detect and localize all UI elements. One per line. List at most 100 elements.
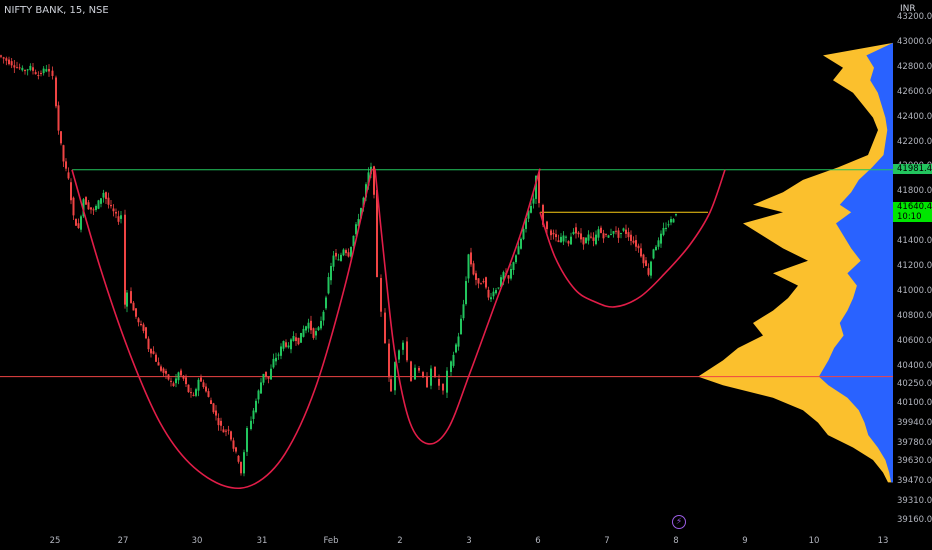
candle bbox=[582, 237, 585, 245]
candle bbox=[557, 240, 560, 243]
candle bbox=[515, 255, 517, 263]
candle bbox=[307, 322, 310, 329]
candle bbox=[332, 255, 335, 267]
candle bbox=[252, 410, 255, 419]
candle bbox=[8, 59, 10, 65]
candle bbox=[80, 216, 82, 230]
candle bbox=[227, 429, 230, 431]
candle bbox=[485, 277, 487, 288]
candle bbox=[657, 240, 660, 247]
price-axis-label: 40600.00 bbox=[897, 335, 932, 346]
candle bbox=[587, 234, 590, 241]
candle bbox=[430, 368, 432, 386]
candle bbox=[37, 75, 40, 77]
candle bbox=[200, 377, 202, 382]
candle bbox=[292, 336, 295, 342]
candle bbox=[418, 367, 420, 371]
candle bbox=[572, 231, 575, 234]
candles bbox=[0, 54, 677, 477]
candle bbox=[102, 192, 105, 198]
candle bbox=[120, 215, 122, 219]
candle bbox=[650, 261, 652, 276]
time-axis-label: 31 bbox=[256, 536, 268, 546]
candle bbox=[552, 232, 555, 235]
price-axis-label: 40100.00 bbox=[897, 397, 932, 408]
price-axis-label: 39780.00 bbox=[897, 437, 932, 448]
time-axis-label: 10 bbox=[808, 536, 820, 546]
candle bbox=[246, 428, 248, 452]
candle bbox=[34, 72, 37, 75]
candle bbox=[287, 345, 290, 348]
candle bbox=[240, 461, 242, 474]
candle bbox=[243, 452, 245, 474]
candle bbox=[262, 373, 265, 383]
cup-curve[interactable] bbox=[539, 169, 726, 308]
symbol-title: NIFTY BANK, 15, NSE bbox=[4, 5, 109, 16]
candle bbox=[642, 254, 645, 264]
candle bbox=[595, 234, 597, 245]
cup-curve[interactable] bbox=[374, 168, 541, 445]
candle bbox=[465, 281, 467, 305]
price-axis-label: 40800.00 bbox=[897, 310, 932, 321]
candle bbox=[290, 339, 292, 350]
candle bbox=[250, 420, 252, 430]
candle bbox=[414, 367, 416, 380]
candle bbox=[317, 327, 320, 331]
candle bbox=[18, 67, 21, 69]
price-axis-label: 43000.00 bbox=[897, 36, 932, 47]
candle bbox=[67, 172, 70, 179]
candle bbox=[345, 250, 347, 254]
candle bbox=[147, 338, 150, 350]
candle bbox=[237, 455, 240, 462]
candle bbox=[105, 192, 107, 199]
candle bbox=[667, 224, 670, 226]
price-axis-label: 41000.00 bbox=[897, 285, 932, 296]
candle bbox=[388, 343, 390, 378]
candle bbox=[137, 318, 140, 323]
candle bbox=[190, 392, 192, 394]
candle bbox=[660, 233, 662, 244]
candle bbox=[360, 207, 362, 219]
candle bbox=[182, 375, 185, 379]
candle bbox=[565, 236, 567, 238]
candle bbox=[480, 283, 482, 285]
candle bbox=[406, 341, 408, 361]
lightning-icon[interactable]: ⚡ bbox=[672, 515, 686, 529]
candle bbox=[335, 252, 337, 257]
candle bbox=[438, 379, 440, 386]
candle bbox=[135, 308, 137, 317]
candle bbox=[60, 131, 62, 144]
candle bbox=[570, 236, 572, 245]
candle bbox=[320, 320, 322, 329]
candle bbox=[85, 197, 87, 205]
candle bbox=[75, 218, 77, 226]
candle bbox=[126, 292, 128, 307]
candle bbox=[160, 366, 162, 371]
candle bbox=[170, 380, 172, 382]
candle bbox=[500, 277, 502, 287]
price-axis-label: 40400.00 bbox=[897, 360, 932, 371]
candle bbox=[280, 346, 282, 356]
candle bbox=[607, 235, 610, 238]
candle bbox=[434, 366, 436, 377]
candle bbox=[232, 440, 235, 449]
candle bbox=[145, 327, 147, 339]
candle bbox=[592, 237, 595, 241]
candle bbox=[5, 58, 8, 61]
candle bbox=[45, 69, 48, 72]
candle bbox=[542, 204, 544, 225]
candle bbox=[373, 166, 375, 195]
candle bbox=[26, 69, 29, 71]
candle bbox=[217, 418, 220, 426]
cup-curve[interactable] bbox=[71, 168, 373, 490]
candle bbox=[442, 383, 444, 391]
candle bbox=[92, 209, 95, 211]
candle bbox=[525, 218, 527, 229]
candle bbox=[670, 219, 672, 223]
candle bbox=[215, 410, 217, 416]
candle bbox=[507, 275, 510, 279]
candle bbox=[645, 260, 647, 266]
candle bbox=[270, 368, 272, 380]
candle bbox=[362, 197, 365, 208]
